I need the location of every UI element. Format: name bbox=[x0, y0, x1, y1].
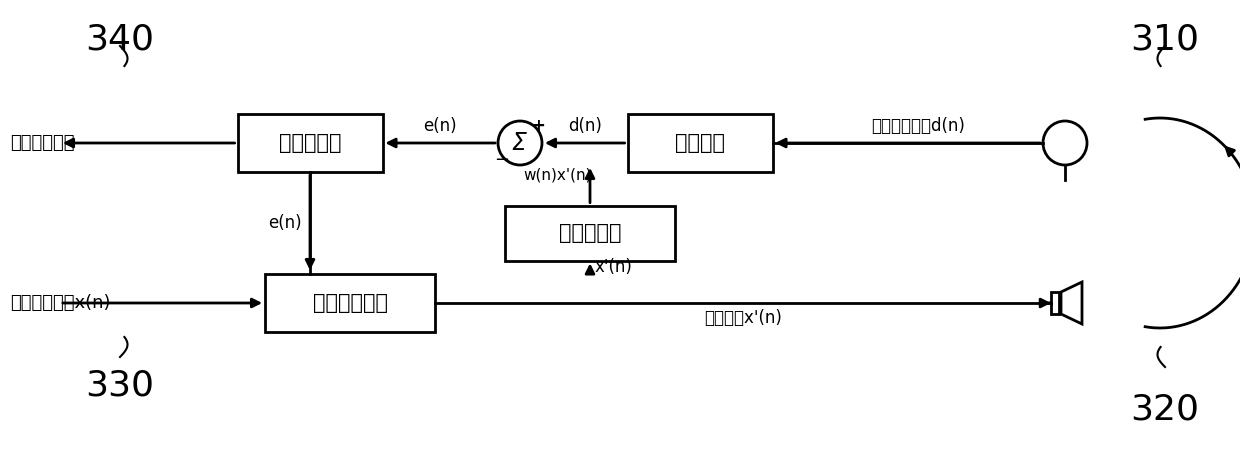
Bar bbox=[627, 114, 773, 172]
Text: 播放信号x'(n): 播放信号x'(n) bbox=[704, 309, 782, 327]
Text: w(n)x'(n): w(n)x'(n) bbox=[523, 168, 591, 183]
Text: 自适应滤波: 自适应滤波 bbox=[559, 223, 621, 243]
Text: x'(n): x'(n) bbox=[595, 258, 632, 276]
Text: 第一语音信号x(n): 第一语音信号x(n) bbox=[10, 294, 110, 312]
Text: 非线性抑制: 非线性抑制 bbox=[279, 133, 341, 153]
Bar bbox=[265, 274, 435, 332]
Text: 320: 320 bbox=[1131, 393, 1199, 427]
Text: 时延调整: 时延调整 bbox=[675, 133, 725, 153]
Text: 340: 340 bbox=[86, 23, 155, 57]
Text: e(n): e(n) bbox=[268, 214, 303, 232]
Text: 330: 330 bbox=[86, 368, 155, 402]
Text: e(n): e(n) bbox=[423, 117, 458, 135]
Bar bbox=[505, 206, 675, 260]
Text: 频域增益调节: 频域增益调节 bbox=[312, 293, 387, 313]
Text: Σ: Σ bbox=[512, 131, 527, 155]
Bar bbox=[1052, 292, 1059, 314]
Text: 第三语音信号: 第三语音信号 bbox=[10, 134, 74, 152]
Bar bbox=[238, 114, 382, 172]
Text: 310: 310 bbox=[1131, 23, 1199, 57]
Text: +: + bbox=[531, 117, 544, 135]
Text: 第二语音信号d(n): 第二语音信号d(n) bbox=[870, 117, 965, 135]
Text: −: − bbox=[495, 151, 510, 169]
Text: d(n): d(n) bbox=[568, 117, 601, 135]
